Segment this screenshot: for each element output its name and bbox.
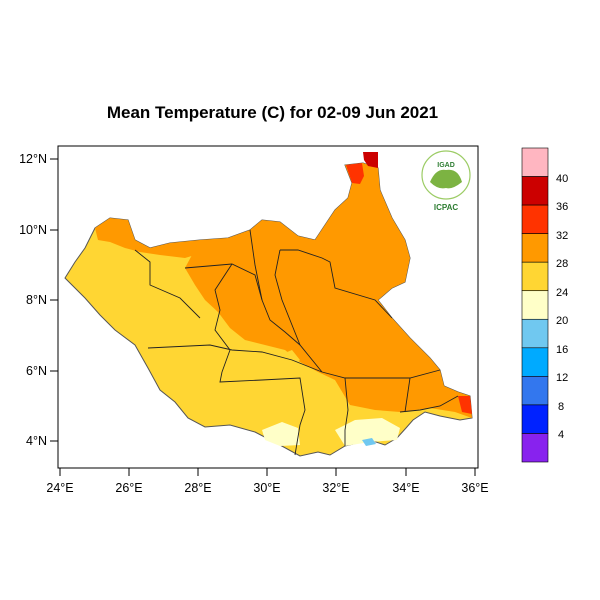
icpac-logo: IGAD ICPAC (421, 150, 471, 212)
y-tick-10n: 10°N (19, 223, 47, 237)
x-axis-ticks (59, 468, 476, 476)
x-tick-34e: 34°E (392, 481, 419, 495)
map-title: Mean Temperature (C) for 02-09 Jun 2021 (106, 103, 439, 122)
x-tick-28e: 28°E (184, 481, 211, 495)
cb-label-36: 36 (556, 201, 568, 213)
band-20-24-patch-2 (335, 418, 400, 446)
band-28-32-central (185, 163, 472, 418)
colorbar-swatch (521, 261, 549, 292)
colorbar (521, 147, 549, 463)
colorbar-swatch (521, 433, 549, 463)
cb-label-16: 16 (556, 344, 568, 356)
band-24-28-patch (280, 350, 300, 368)
x-tick-26e: 26°E (115, 481, 142, 495)
y-tick-8n: 8°N (26, 293, 47, 307)
cb-label-12: 12 (556, 372, 568, 384)
y-tick-12n: 12°N (19, 152, 47, 166)
cb-label-4: 4 (558, 429, 564, 441)
logo-igad-text: IGAD (437, 162, 455, 169)
x-tick-30e: 30°E (253, 481, 280, 495)
y-tick-4n: 4°N (26, 434, 47, 448)
x-tick-32e: 32°E (322, 481, 349, 495)
x-tick-24e: 24°E (46, 481, 73, 495)
x-tick-36e: 36°E (461, 481, 488, 495)
logo-icpac-text: ICPAC (434, 203, 459, 212)
band-32-36-tip (346, 163, 364, 184)
colorbar-swatch (521, 404, 549, 434)
colorbar-swatch (521, 176, 549, 206)
y-tick-6n: 6°N (26, 364, 47, 378)
logo-map-icon (430, 169, 462, 189)
cb-label-24: 24 (556, 287, 568, 299)
y-axis-ticks (50, 158, 58, 442)
colorbar-swatch (521, 318, 549, 349)
colorbar-swatch (521, 204, 549, 234)
colorbar-swatch (521, 376, 549, 406)
colorbar-swatch (521, 233, 549, 263)
cb-label-20: 20 (556, 315, 568, 327)
plot-frame (57, 145, 479, 469)
band-32-36-east (458, 396, 472, 414)
colorbar-swatch (521, 290, 549, 320)
cb-label-40: 40 (556, 173, 568, 185)
band-28-32-northwest (95, 218, 205, 258)
band-16-20-patch (362, 438, 376, 446)
colorbar-labels: 40 36 32 28 24 20 16 12 8 4 (556, 173, 568, 441)
band-20-24-patch-1 (262, 422, 300, 446)
colorbar-swatch (521, 347, 549, 377)
cb-label-32: 32 (556, 230, 568, 242)
cb-label-8: 8 (558, 401, 564, 413)
colorbar-swatch (521, 147, 549, 177)
band-36-40-tip (363, 152, 378, 168)
state-borders (134, 229, 459, 456)
cb-label-28: 28 (556, 258, 568, 270)
